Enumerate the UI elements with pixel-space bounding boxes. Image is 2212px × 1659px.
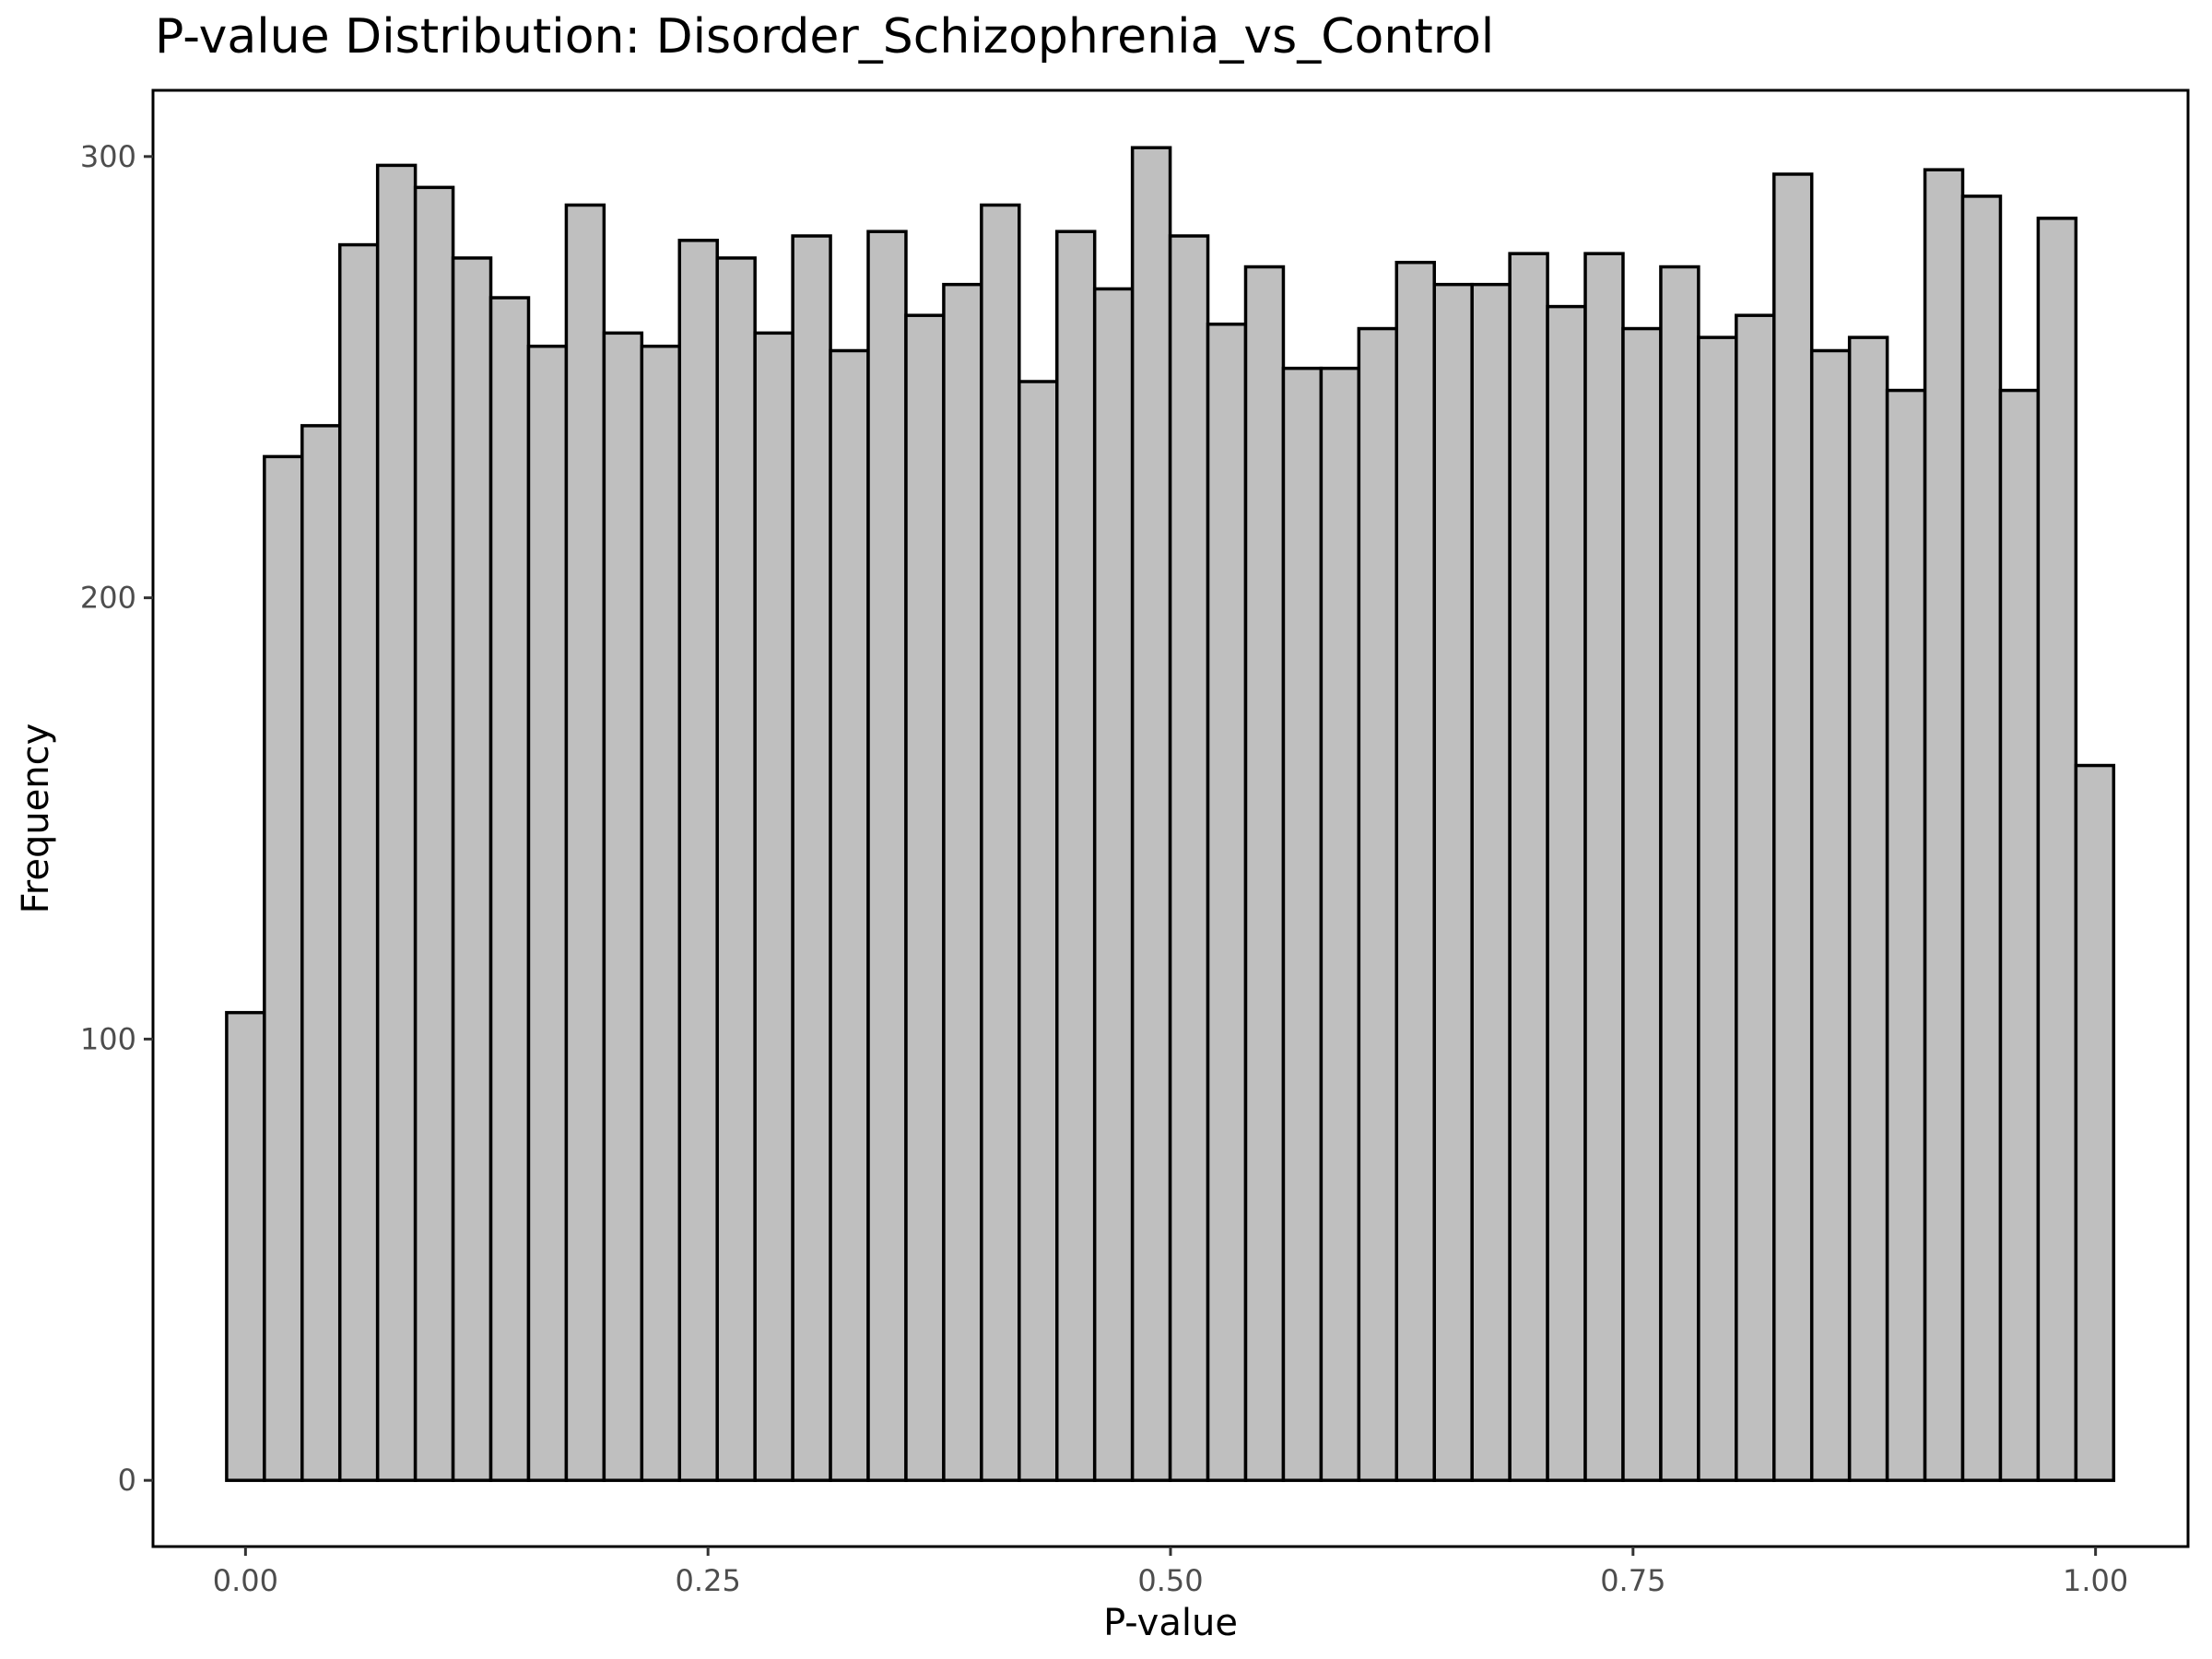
histogram-bar (1357, 326, 1399, 1482)
histogram-bar (225, 1010, 266, 1482)
histogram-bar (904, 313, 946, 1482)
histogram-bar (1960, 194, 2003, 1482)
histogram-bar (1394, 260, 1436, 1482)
histogram-bar (413, 185, 455, 1482)
histogram-bar (2074, 763, 2116, 1482)
histogram-bar (1659, 265, 1700, 1482)
histogram-bar (2036, 217, 2078, 1482)
histogram-bar (942, 282, 983, 1482)
histogram-bar (1546, 304, 1587, 1482)
y-tick-label: 100 (80, 1021, 136, 1056)
y-tick-label: 0 (118, 1463, 136, 1498)
chart-title: P-value Distribution: Disorder_Schizophr… (155, 9, 1495, 65)
y-tick-label: 300 (80, 139, 136, 174)
x-tick-label: 1.00 (2063, 1563, 2128, 1598)
histogram-bar (1621, 326, 1663, 1482)
bars-group (225, 146, 2116, 1482)
histogram-bar (1018, 380, 1059, 1482)
histogram-bar (375, 163, 418, 1482)
histogram-bar (980, 203, 1021, 1482)
histogram-bar (488, 296, 531, 1482)
histogram-bar (526, 344, 569, 1482)
x-tick-label: 0.00 (213, 1563, 278, 1598)
histogram-bar (1847, 335, 1889, 1482)
histogram-bar (1432, 282, 1474, 1482)
histogram-bar (1885, 388, 1927, 1482)
x-tick-label: 0.75 (1600, 1563, 1665, 1598)
x-axis-title: P-value (1103, 1602, 1238, 1644)
histogram-bar (300, 424, 342, 1482)
y-axis: 0 100 200 300 (80, 139, 153, 1498)
x-tick-label: 0.25 (676, 1563, 741, 1598)
histogram-bar (753, 331, 794, 1482)
histogram-bar (1243, 265, 1286, 1482)
histogram-bar (1470, 282, 1512, 1482)
histogram-bar (1092, 287, 1135, 1482)
x-tick-label: 0.50 (1137, 1563, 1203, 1598)
histogram-bar (1281, 366, 1324, 1482)
x-axis: 0.00 0.25 0.50 0.75 1.00 (213, 1547, 2128, 1598)
histogram-bar (564, 203, 606, 1482)
histogram-bar (1735, 313, 1776, 1482)
y-tick-label: 200 (80, 581, 136, 616)
histogram-bar (337, 242, 380, 1482)
histogram-bar (1583, 252, 1625, 1482)
histogram-bar (1697, 335, 1738, 1482)
histogram-bar (640, 344, 682, 1482)
histogram-bar (1130, 146, 1172, 1482)
histogram-bar (1055, 229, 1097, 1482)
y-axis-title: Frequency (15, 724, 57, 914)
histogram-bar (1508, 252, 1549, 1482)
histogram-bar (451, 256, 493, 1482)
histogram-bar (829, 348, 870, 1482)
histogram-bar (1998, 388, 2041, 1482)
histogram-bar (791, 234, 832, 1482)
histogram-bar (715, 256, 757, 1482)
histogram-bar (1319, 366, 1361, 1482)
histogram-bar (602, 331, 644, 1482)
histogram-bar (1168, 234, 1210, 1482)
histogram-bar (1206, 323, 1248, 1482)
histogram-bar (263, 454, 304, 1482)
histogram-bar (1923, 168, 1965, 1482)
histogram-bar (866, 229, 908, 1482)
histogram-bar (1772, 172, 1814, 1482)
histogram-bar (677, 239, 719, 1482)
histogram-bar (1809, 348, 1852, 1482)
